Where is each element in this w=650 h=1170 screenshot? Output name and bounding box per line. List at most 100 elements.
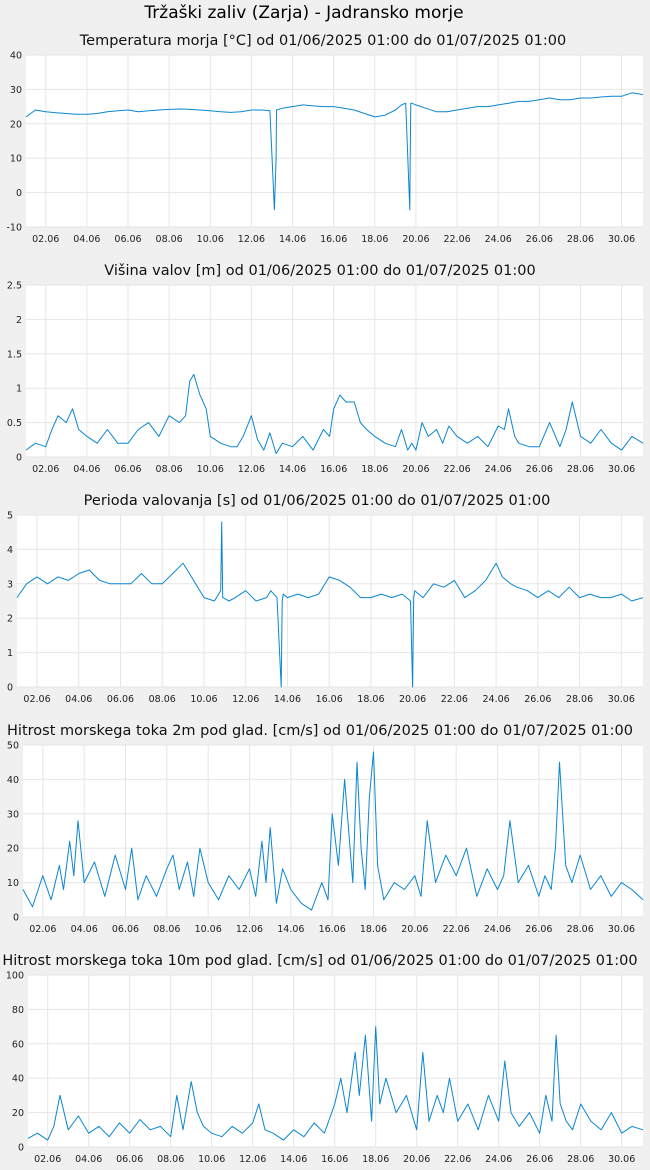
page-title: Tržaški zaliv (Zarja) - Jadransko morje (144, 3, 464, 23)
x-tick-label: 14.06 (279, 464, 306, 475)
plot-area (26, 285, 643, 457)
x-tick-label: 02.06 (29, 924, 56, 935)
x-tick-label: 30.06 (608, 924, 635, 935)
chart-title: Perioda valovanja [s] od 01/06/2025 01:0… (84, 493, 551, 509)
y-tick-label: 0 (7, 683, 13, 694)
y-tick-label: 40 (10, 51, 22, 62)
chart-title: Višina valov [m] od 01/06/2025 01:00 do … (104, 263, 535, 279)
x-tick-label: 02.06 (32, 464, 59, 475)
data-series-line (25, 373, 644, 455)
x-tick-label: 28.06 (567, 924, 594, 935)
x-tick-label: 08.06 (156, 464, 183, 475)
x-tick-label: 16.06 (320, 464, 347, 475)
y-tick-label: 40 (7, 775, 19, 786)
x-tick-label: 30.06 (608, 464, 635, 475)
y-tick-label: 30 (7, 809, 19, 820)
x-tick-label: 12.06 (238, 464, 265, 475)
chart-title: Temperatura morja [°C] od 01/06/2025 01:… (79, 33, 566, 49)
y-tick-label: 0 (16, 453, 22, 464)
x-tick-label: 22.06 (443, 924, 470, 935)
x-tick-label: 04.06 (73, 464, 100, 475)
x-tick-label: 16.06 (319, 924, 346, 935)
plot-area (28, 975, 643, 1147)
x-tick-label: 24.06 (485, 234, 512, 245)
y-tick-label: 100 (6, 971, 24, 982)
x-tick-label: 06.06 (114, 234, 141, 245)
y-tick-label: 40 (12, 1074, 24, 1085)
y-tick-label: 2.5 (7, 281, 22, 292)
data-series-line (27, 1026, 644, 1141)
x-tick-label: 18.06 (361, 234, 388, 245)
x-tick-label: 04.06 (75, 1154, 102, 1165)
x-tick-label: 06.06 (112, 924, 139, 935)
data-series-line (22, 751, 644, 911)
y-tick-label: 50 (7, 741, 19, 752)
x-tick-label: 10.06 (195, 924, 222, 935)
x-tick-label: 18.06 (357, 694, 384, 705)
x-tick-label: 14.06 (274, 694, 301, 705)
x-tick-label: 08.06 (149, 694, 176, 705)
x-tick-label: 26.06 (526, 1154, 553, 1165)
y-tick-label: 80 (12, 1005, 24, 1016)
x-tick-label: 08.06 (153, 924, 180, 935)
chart-title: Hitrost morskega toka 2m pod glad. [cm/s… (7, 723, 633, 739)
x-tick-label: 06.06 (116, 1154, 143, 1165)
y-tick-label: 10 (10, 154, 22, 165)
x-tick-label: 28.06 (567, 1154, 594, 1165)
x-tick-label: 20.06 (399, 694, 426, 705)
y-tick-label: 3 (7, 579, 13, 590)
x-tick-label: 06.06 (107, 694, 134, 705)
x-tick-label: 02.06 (32, 234, 59, 245)
x-tick-label: 30.06 (608, 234, 635, 245)
x-tick-label: 14.06 (279, 234, 306, 245)
x-tick-label: 26.06 (525, 924, 552, 935)
y-tick-label: 2 (16, 315, 22, 326)
x-tick-label: 16.06 (316, 694, 343, 705)
y-tick-label: 20 (7, 844, 19, 855)
y-tick-label: 30 (10, 85, 22, 96)
x-tick-label: 02.06 (34, 1154, 61, 1165)
y-tick-label: 2 (7, 614, 13, 625)
data-series-line (25, 92, 644, 211)
y-tick-label: 20 (10, 119, 22, 130)
x-tick-label: 12.06 (236, 924, 263, 935)
x-tick-label: 18.06 (360, 924, 387, 935)
x-tick-label: 26.06 (524, 694, 551, 705)
x-tick-label: 28.06 (567, 464, 594, 475)
x-tick-label: 10.06 (197, 234, 224, 245)
x-tick-label: 30.06 (608, 694, 635, 705)
x-tick-label: 08.06 (157, 1154, 184, 1165)
x-tick-label: 20.06 (401, 924, 428, 935)
y-tick-label: 1 (7, 648, 13, 659)
x-tick-label: 28.06 (566, 694, 593, 705)
x-tick-label: 10.06 (198, 1154, 225, 1165)
y-tick-label: 20 (12, 1108, 24, 1119)
x-tick-label: 08.06 (156, 234, 183, 245)
y-tick-label: 60 (12, 1039, 24, 1050)
x-tick-label: 04.06 (73, 234, 100, 245)
y-tick-label: 0 (16, 188, 22, 199)
y-tick-label: 1.5 (7, 349, 22, 360)
x-tick-label: 28.06 (567, 234, 594, 245)
plot-area (26, 55, 643, 227)
x-tick-label: 20.06 (403, 1154, 430, 1165)
x-tick-label: 18.06 (362, 1154, 389, 1165)
x-tick-label: 26.06 (526, 464, 553, 475)
y-tick-label: -10 (6, 223, 22, 234)
x-tick-label: 04.06 (65, 694, 92, 705)
x-tick-label: 10.06 (190, 694, 217, 705)
y-tick-label: 1 (16, 384, 22, 395)
y-tick-label: 10 (7, 878, 19, 889)
x-tick-label: 24.06 (485, 464, 512, 475)
x-tick-label: 20.06 (402, 464, 429, 475)
y-tick-label: 0 (13, 913, 19, 924)
x-tick-label: 12.06 (232, 694, 259, 705)
y-tick-label: 0 (18, 1143, 24, 1154)
x-tick-label: 02.06 (23, 694, 50, 705)
x-tick-label: 04.06 (71, 924, 98, 935)
x-tick-label: 24.06 (485, 1154, 512, 1165)
x-tick-label: 30.06 (608, 1154, 635, 1165)
x-tick-label: 12.06 (238, 234, 265, 245)
x-tick-label: 22.06 (443, 234, 470, 245)
